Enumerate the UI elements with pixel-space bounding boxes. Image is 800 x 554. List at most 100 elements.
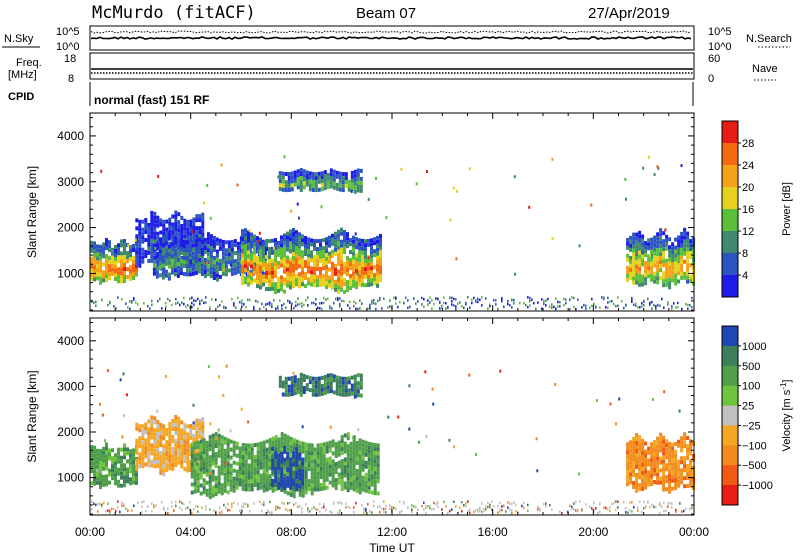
echo-cell: [283, 237, 286, 242]
isolated-cell: [154, 247, 157, 250]
echo-cell: [132, 452, 135, 457]
echo-cell: [190, 454, 194, 459]
scatter-cell: [491, 508, 493, 511]
scatter-cell: [431, 508, 433, 511]
echo-cell: [244, 487, 248, 492]
echo-cell: [156, 219, 160, 224]
echo-cell: [214, 460, 218, 464]
echo-cell: [190, 470, 194, 475]
scatter-cell: [111, 507, 113, 510]
scatter-cell: [689, 303, 691, 307]
echo-cell: [247, 467, 251, 472]
echo-cell: [99, 469, 102, 474]
echo-cell: [153, 215, 157, 220]
echo-cell: [180, 228, 184, 232]
echo-cell: [299, 372, 303, 377]
scatter-cell: [129, 307, 131, 311]
echo-cell: [176, 241, 180, 246]
echo-cell: [190, 450, 194, 455]
echo-cell: [632, 481, 636, 485]
echo-cell: [665, 246, 669, 251]
echo-cell: [367, 489, 371, 494]
echo-cell: [292, 450, 296, 455]
scatter-cell: [263, 305, 265, 309]
echo-cell: [370, 278, 373, 283]
scatter-cell: [573, 305, 575, 309]
echo-cell: [284, 380, 288, 385]
echo-cell: [319, 463, 323, 467]
echo-cell: [164, 241, 168, 246]
echo-cell: [105, 270, 108, 275]
echo-cell: [177, 420, 181, 425]
echo-cell: [168, 430, 172, 435]
y-axis-title: Slant Range [km]: [25, 166, 39, 258]
echo-cell: [260, 239, 264, 244]
scatter-cell: [649, 303, 651, 306]
echo-cell: [108, 480, 111, 485]
echo-cell: [280, 259, 283, 264]
echo-cell: [241, 447, 245, 451]
echo-cell: [314, 176, 318, 181]
scatter-cell: [249, 298, 251, 302]
echo-cell: [638, 274, 642, 279]
echo-cell: [180, 216, 184, 220]
echo-cell: [292, 458, 296, 463]
echo-cell: [352, 271, 355, 276]
echo-cell: [334, 470, 338, 475]
echo-cell: [227, 248, 231, 253]
echo-cell: [132, 244, 135, 248]
echo-cell: [268, 442, 272, 447]
echo-cell: [370, 258, 373, 263]
echo-cell: [250, 260, 253, 265]
echo-cell: [96, 252, 99, 257]
colorbar-tick-label: 100: [742, 381, 760, 393]
isolated-cell: [367, 197, 370, 201]
echo-cell: [105, 482, 108, 487]
echo-cell: [90, 272, 93, 277]
echo-cell: [304, 466, 308, 471]
isolated-cell: [225, 364, 228, 368]
echo-cell: [170, 250, 174, 255]
echo-cell: [274, 290, 277, 295]
echo-cell: [671, 246, 675, 251]
echo-cell: [192, 221, 196, 226]
scatter-cell: [339, 297, 341, 300]
echo-cell: [159, 230, 163, 235]
scatter-cell: [275, 508, 277, 511]
scatter-cell: [535, 307, 537, 311]
scatter-cell: [187, 506, 189, 509]
echo-cell: [632, 248, 636, 253]
echo-cell: [203, 250, 207, 254]
echo-cell: [293, 178, 297, 183]
echo-cell: [355, 484, 359, 489]
echo-cell: [167, 260, 171, 265]
scatter-cell: [431, 299, 433, 302]
echo-cell: [659, 228, 663, 233]
echo-cell: [111, 460, 114, 465]
colorbar-title: Power [dB]: [781, 182, 793, 236]
echo-cell: [319, 266, 322, 271]
scatter-cell: [415, 302, 417, 305]
echo-cell: [355, 269, 358, 274]
echo-cell: [180, 236, 184, 240]
echo-cell: [223, 480, 227, 485]
scatter-cell: [507, 300, 509, 303]
scatter-cell: [513, 302, 515, 305]
echo-cell: [317, 175, 321, 180]
scatter-cell: [241, 509, 243, 512]
echo-cell: [244, 455, 248, 460]
echo-cell: [189, 259, 193, 264]
echo-cell: [135, 462, 139, 467]
echo-cell: [259, 473, 263, 478]
scatter-cell: [313, 301, 315, 305]
echo-cell: [325, 265, 328, 270]
scatter-cell: [577, 508, 579, 512]
echo-region: [90, 238, 138, 285]
freq-strip: Freq. [MHz] 18 8 60 0 Nave: [8, 52, 778, 85]
echo-cell: [93, 277, 96, 282]
echo-cell: [189, 223, 193, 228]
echo-cell: [150, 435, 154, 440]
echo-cell: [256, 470, 260, 475]
echo-cell: [355, 468, 359, 473]
echo-cell: [308, 376, 312, 381]
